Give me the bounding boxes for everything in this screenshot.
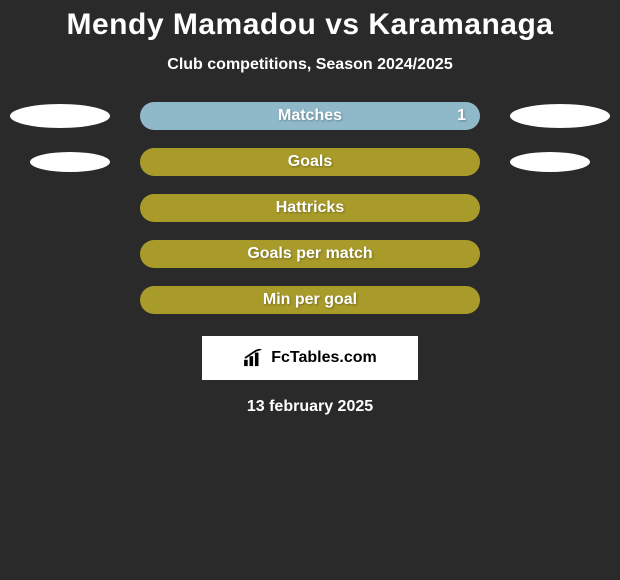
stat-bar-hattricks: Hattricks: [140, 194, 480, 222]
stat-row-hattricks: Hattricks: [0, 194, 620, 222]
stats-area: Matches 1 Goals Hattricks Goals per matc…: [0, 102, 620, 314]
stat-row-gpm: Goals per match: [0, 240, 620, 268]
date-label: 13 february 2025: [247, 398, 373, 416]
stat-label: Min per goal: [263, 291, 357, 309]
stat-label: Goals per match: [247, 245, 372, 263]
page-title: Mendy Mamadou vs Karamanaga: [67, 8, 554, 42]
stat-row-goals: Goals: [0, 148, 620, 176]
branding-text: FcTables.com: [271, 349, 377, 367]
comparison-container: Mendy Mamadou vs Karamanaga Club competi…: [0, 0, 620, 416]
stat-row-matches: Matches 1: [0, 102, 620, 130]
stat-label: Hattricks: [276, 199, 344, 217]
stat-bar-mpg: Min per goal: [140, 286, 480, 314]
stat-bar-matches: Matches 1: [140, 102, 480, 130]
right-ellipse-matches: [510, 104, 610, 128]
subtitle: Club competitions, Season 2024/2025: [167, 56, 452, 74]
left-ellipse-matches: [10, 104, 110, 128]
stat-label: Matches: [278, 107, 342, 125]
stat-row-mpg: Min per goal: [0, 286, 620, 314]
stat-label: Goals: [288, 153, 332, 171]
stat-value-right: 1: [457, 107, 466, 125]
stat-bar-gpm: Goals per match: [140, 240, 480, 268]
left-ellipse-goals: [30, 152, 110, 172]
stat-bar-goals: Goals: [140, 148, 480, 176]
chart-icon: [243, 349, 265, 367]
branding-badge: FcTables.com: [202, 336, 418, 380]
right-ellipse-goals: [510, 152, 590, 172]
